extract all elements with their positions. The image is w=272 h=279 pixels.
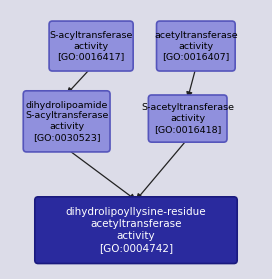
Text: acetyltransferase
activity
[GO:0016407]: acetyltransferase activity [GO:0016407]: [154, 31, 238, 61]
FancyBboxPatch shape: [156, 21, 235, 71]
Text: dihydrolipoyllysine-residue
acetyltransferase
activity
[GO:0004742]: dihydrolipoyllysine-residue acetyltransf…: [66, 207, 206, 253]
FancyBboxPatch shape: [49, 21, 133, 71]
FancyBboxPatch shape: [148, 95, 227, 142]
FancyBboxPatch shape: [35, 197, 237, 263]
Text: S-acyltransferase
activity
[GO:0016417]: S-acyltransferase activity [GO:0016417]: [50, 31, 133, 61]
Text: S-acetyltransferase
activity
[GO:0016418]: S-acetyltransferase activity [GO:0016418…: [141, 103, 234, 134]
FancyBboxPatch shape: [23, 91, 110, 152]
Text: dihydrolipoamide
S-acyltransferase
activity
[GO:0030523]: dihydrolipoamide S-acyltransferase activ…: [25, 101, 108, 142]
